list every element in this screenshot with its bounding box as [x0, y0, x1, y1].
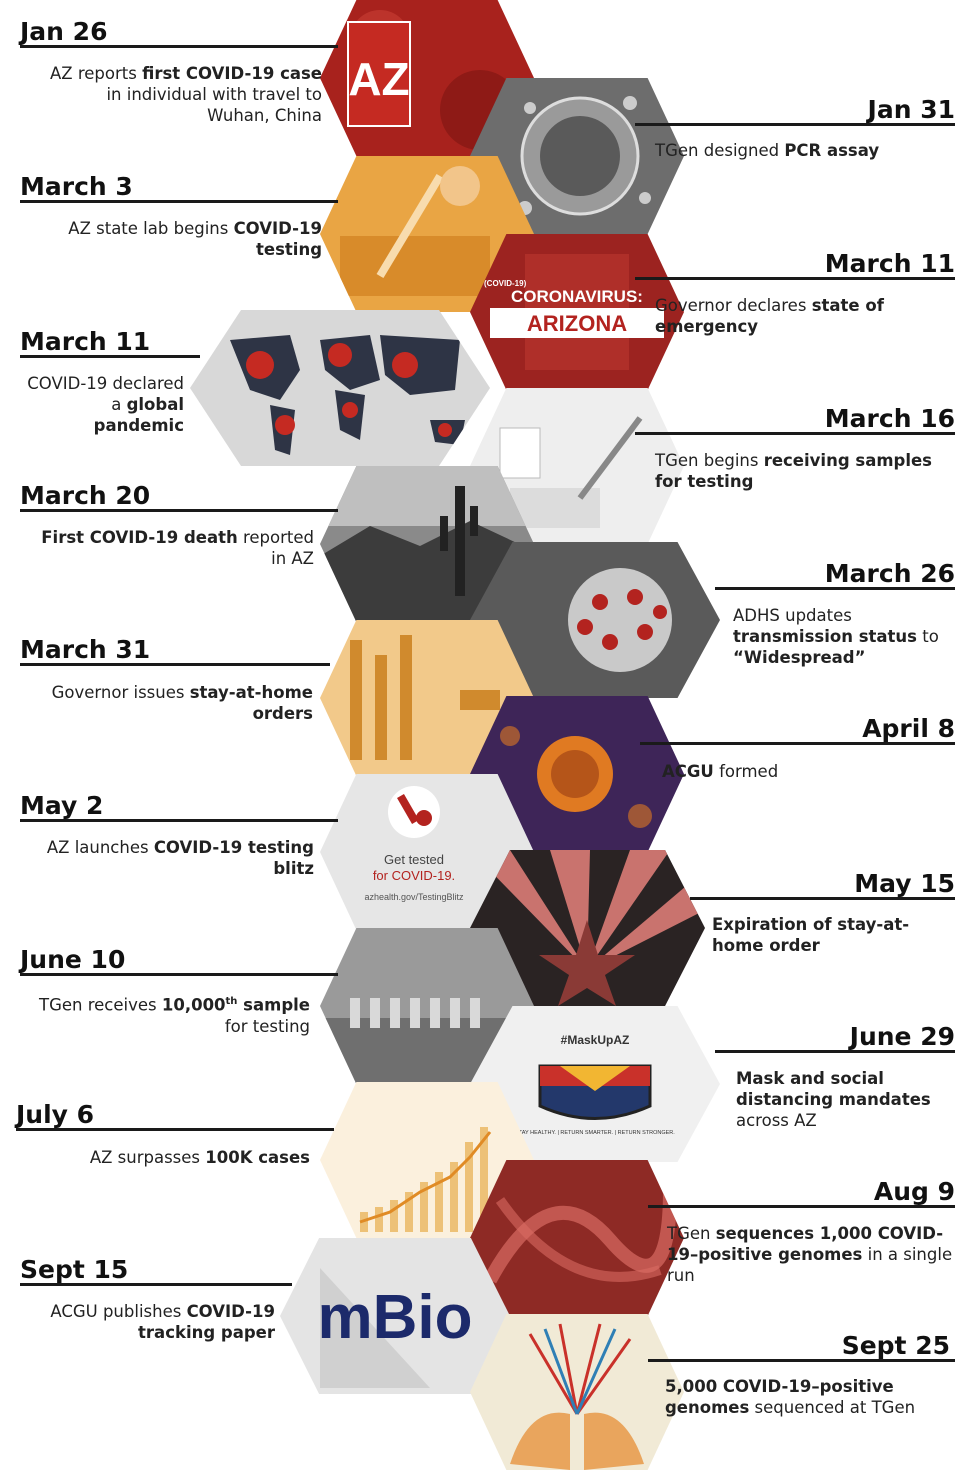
testing-blitz-hex: Get tested for COVID-19. azhealth.gov/Te… — [320, 774, 534, 930]
event-description: TGen sequences 1,000 COVID-19–positive g… — [667, 1224, 953, 1285]
event-date: June 10 — [20, 945, 126, 974]
corona-tag-text: (COVID-19) — [484, 279, 527, 288]
dna-hands-hex — [470, 1314, 684, 1470]
event-date: March 16 — [824, 404, 955, 433]
event-description: Expiration of stay-at-home order — [712, 915, 910, 955]
leader-line — [640, 742, 955, 745]
event-date: May 2 — [20, 791, 104, 820]
leader-line — [20, 45, 338, 48]
event-description: Governor declares state of emergency — [655, 296, 884, 336]
leader-line — [715, 1050, 955, 1053]
leader-line — [635, 277, 955, 280]
event-description: Mask and social distancing mandates acro… — [736, 1069, 931, 1130]
event-date: May 15 — [854, 869, 955, 898]
event-description: AZ reports first COVID-19 case in indivi… — [50, 64, 322, 125]
event-date: March 20 — [20, 481, 151, 510]
event-description: Governor issues stay-at-home orders — [51, 683, 313, 723]
event-description: First COVID-19 death reported in AZ — [41, 528, 314, 568]
test-line2-text: for COVID-19. — [373, 868, 455, 883]
event-description: TGen receives 10,000th sample for testin… — [39, 995, 310, 1036]
event-description: AZ launches COVID-19 testing blitz — [46, 838, 314, 878]
event-date: March 31 — [20, 635, 151, 664]
event-description: ACGU publishes COVID-19 tracking paper — [50, 1302, 275, 1342]
world-map-hex — [190, 310, 490, 466]
corona-title-text: CORONAVIRUS: — [511, 287, 643, 306]
leader-line — [20, 1283, 292, 1286]
event-description: ACGU formed — [662, 762, 779, 781]
mask-tag-text: #MaskUpAZ — [561, 1033, 630, 1047]
leader-line — [20, 509, 338, 512]
event-description: TGen begins receiving samples for testin… — [655, 451, 932, 491]
desert-landscape-hex — [320, 466, 534, 622]
event-date: Sept 25 — [841, 1331, 950, 1360]
event-description: COVID-19 declared a global pandemic — [27, 374, 184, 435]
event-description: 5,000 COVID-19–positive genomes sequence… — [665, 1377, 916, 1417]
az-badge-text: AZ — [348, 53, 409, 105]
event-date: Jan 26 — [20, 17, 108, 46]
leader-line — [690, 897, 955, 900]
leader-line — [635, 432, 955, 435]
event-description: TGen designed PCR assay — [655, 141, 880, 160]
leader-line — [20, 200, 338, 203]
mbio-text: mBio — [318, 1283, 473, 1352]
leader-line — [20, 663, 330, 666]
event-date: July 6 — [16, 1100, 95, 1129]
leader-line — [20, 819, 338, 822]
event-description: AZ state lab begins COVID-19 testing — [68, 219, 322, 259]
event-date: June 29 — [849, 1022, 955, 1051]
event-date: April 8 — [862, 714, 955, 743]
leader-line — [715, 587, 955, 590]
corona-state-text: ARIZONA — [527, 311, 627, 336]
leader-line — [648, 1205, 955, 1208]
mask-footer-text: STAY HEALTHY. | RETURN SMARTER. | RETURN… — [515, 1130, 675, 1136]
leader-line — [20, 973, 338, 976]
az-map-hex: AZ — [320, 0, 534, 156]
test-line1-text: Get tested — [384, 852, 444, 867]
virus-micrograph-hex — [470, 78, 684, 234]
event-date: March 11 — [824, 249, 955, 278]
event-date: Aug 9 — [873, 1177, 955, 1206]
event-date: March 11 — [20, 327, 151, 356]
event-date: March 3 — [20, 172, 133, 201]
mask-up-hex: #MaskUpAZ STAY HEALTHY. | RETURN SMARTER… — [470, 1006, 720, 1162]
mbio-logo-hex: mBio — [280, 1238, 510, 1394]
test-url-text: azhealth.gov/TestingBlitz — [364, 892, 464, 902]
event-date: March 26 — [824, 559, 955, 588]
event-date: Jan 31 — [867, 95, 955, 124]
leader-line — [20, 355, 200, 358]
leader-line — [16, 1128, 334, 1131]
dna-strands-hex — [470, 1160, 684, 1316]
event-description: AZ surpasses 100K cases — [89, 1148, 310, 1167]
coronavirus-arizona-hex: (COVID-19) CORONAVIRUS: ARIZONA — [470, 234, 684, 390]
event-description: ADHS updates transmission status to “Wid… — [733, 606, 939, 667]
leader-line — [635, 123, 955, 126]
event-date: Sept 15 — [20, 1255, 129, 1284]
leader-line — [648, 1359, 955, 1362]
